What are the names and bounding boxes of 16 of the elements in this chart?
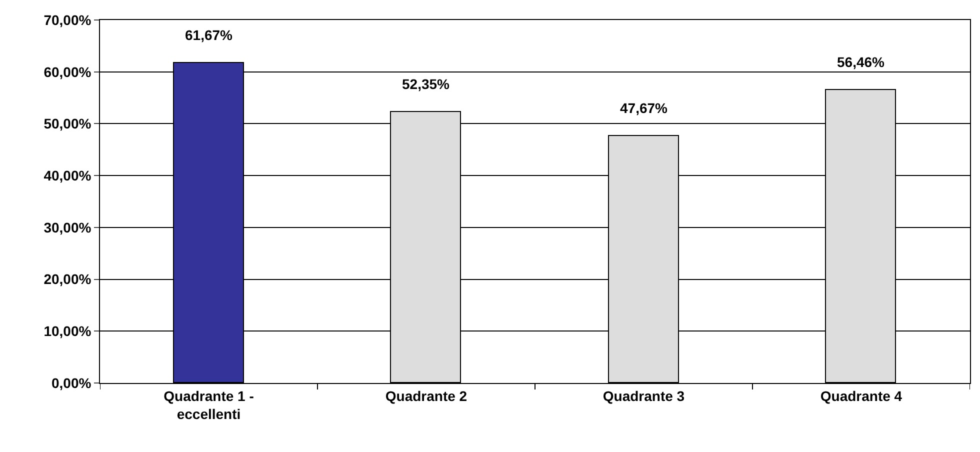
data-label: 61,67% <box>185 27 234 43</box>
y-tick-label: 10,00% <box>44 323 92 340</box>
x-tick-label: Quadrante 2 <box>385 388 468 404</box>
y-tick-label: 50,00% <box>44 116 92 132</box>
y-tick-label: 70,00% <box>44 12 92 28</box>
y-tick-label: 60,00% <box>44 64 92 80</box>
x-tick-label: Quadrante 3 <box>602 388 685 404</box>
data-label: 56,46% <box>837 54 886 70</box>
x-tick-label: Quadrante 1 - eccellenti <box>164 388 254 422</box>
y-tick-label: 20,00% <box>44 271 92 288</box>
data-label: 47,67% <box>620 100 668 116</box>
y-tick-label: 30,00% <box>44 219 92 236</box>
x-tick-label: Quadrante 4 <box>820 388 902 404</box>
y-tick-label: 0,00% <box>51 374 92 391</box>
y-tick-label: 40,00% <box>44 167 92 184</box>
data-label: 52,35% <box>402 76 450 92</box>
